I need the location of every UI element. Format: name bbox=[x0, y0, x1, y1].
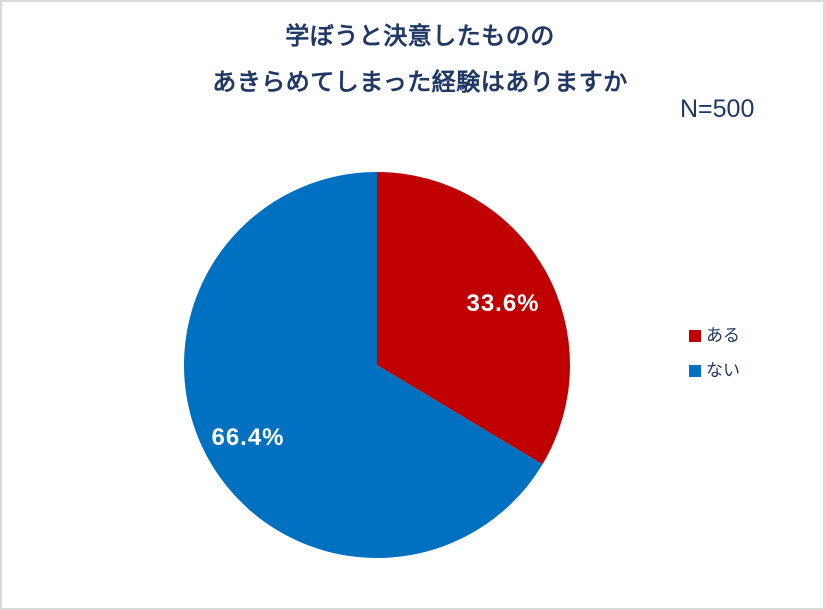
chart-title: 学ぼうと決意したものの あきらめてしまった経験はありますか bbox=[17, 14, 823, 106]
legend-item-aru: ある bbox=[689, 327, 740, 344]
legend-swatch-nai bbox=[689, 364, 701, 377]
legend-label-nai: ない bbox=[706, 361, 740, 380]
legend-label-aru: ある bbox=[706, 326, 740, 345]
pie-slice-nai bbox=[183, 172, 543, 559]
sample-size-label: N=500 bbox=[680, 95, 755, 123]
legend-swatch-aru bbox=[689, 329, 701, 342]
data-label-nai: 66.4% bbox=[211, 424, 285, 451]
legend-item-nai: ない bbox=[689, 362, 740, 379]
chart-title-line2: あきらめてしまった経験はありますか bbox=[212, 69, 628, 96]
pie-slice-aru bbox=[377, 172, 570, 465]
legend: ある ない bbox=[689, 327, 740, 379]
chart-title-line1: 学ぼうと決意したものの bbox=[285, 23, 555, 50]
data-label-aru: 33.6% bbox=[466, 290, 540, 317]
